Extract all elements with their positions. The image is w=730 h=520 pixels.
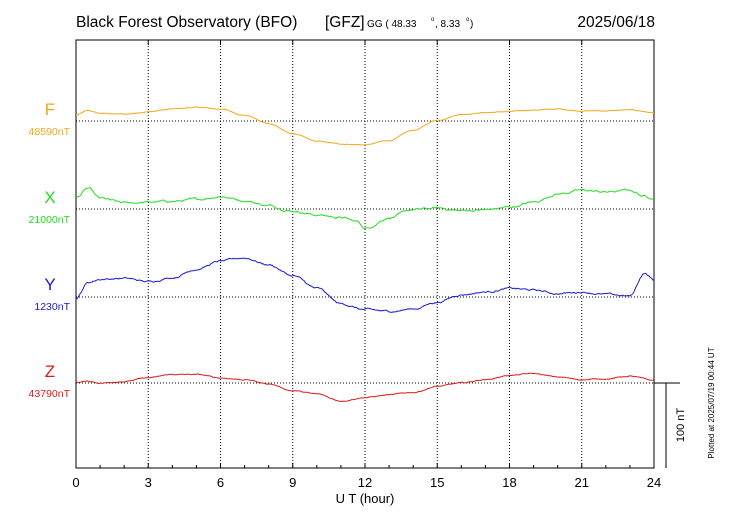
scale-bar: 100 nT [654,382,687,468]
series-lines [75,106,655,403]
lon-unit: o [466,17,470,23]
series-name-f: F [45,100,55,119]
x-tick-label: 0 [72,475,79,490]
series-name-z: Z [45,362,55,381]
x-tick-label: 12 [358,475,372,490]
series-line-z [76,372,654,403]
series-baseline-z: 43790nT [29,388,71,400]
series-baseline-x: 21000nT [29,214,71,226]
scale-bar-label: 100 nT [675,408,687,443]
series-labels: F 48590nT X 21000nT Y 1230nT Z 43790nT [29,100,71,400]
x-axis-label: U T (hour) [336,491,395,506]
x-tick-label: 21 [575,475,589,490]
coords-suffix: ) [470,19,473,30]
series-baseline-y: 1230nT [34,301,70,313]
x-axis-ticks: 0 3 6 9 12 15 18 21 24 [72,40,661,490]
institute-label: [GFZ] [325,14,365,31]
series-name-x: X [44,188,55,207]
x-tick-label: 18 [502,475,516,490]
lat-unit: o [431,17,435,23]
series-baseline-f: 48590nT [29,126,71,138]
series-line-y [75,257,655,313]
x-tick-label: 15 [430,475,444,490]
plotted-at-note: Plotted at 2025/07/19 00:44 UT [707,347,716,458]
coords-prefix: GG ( 48.33 [367,19,417,30]
series-name-y: Y [44,275,55,294]
chart-date: 2025/06/18 [577,14,655,31]
x-tick-label: 9 [289,475,296,490]
x-tick-label: 24 [647,475,661,490]
chart-title: Black Forest Observatory (BFO) [76,14,297,31]
x-tick-label: 6 [217,475,224,490]
series-line-f [76,106,655,146]
grid-lines [76,40,654,468]
coords-sep: , 8.33 [435,19,460,30]
station-coordinates: GG ( 48.33 o , 8.33 o ) [367,17,473,30]
x-tick-label: 3 [145,475,152,490]
series-line-x [75,187,655,230]
